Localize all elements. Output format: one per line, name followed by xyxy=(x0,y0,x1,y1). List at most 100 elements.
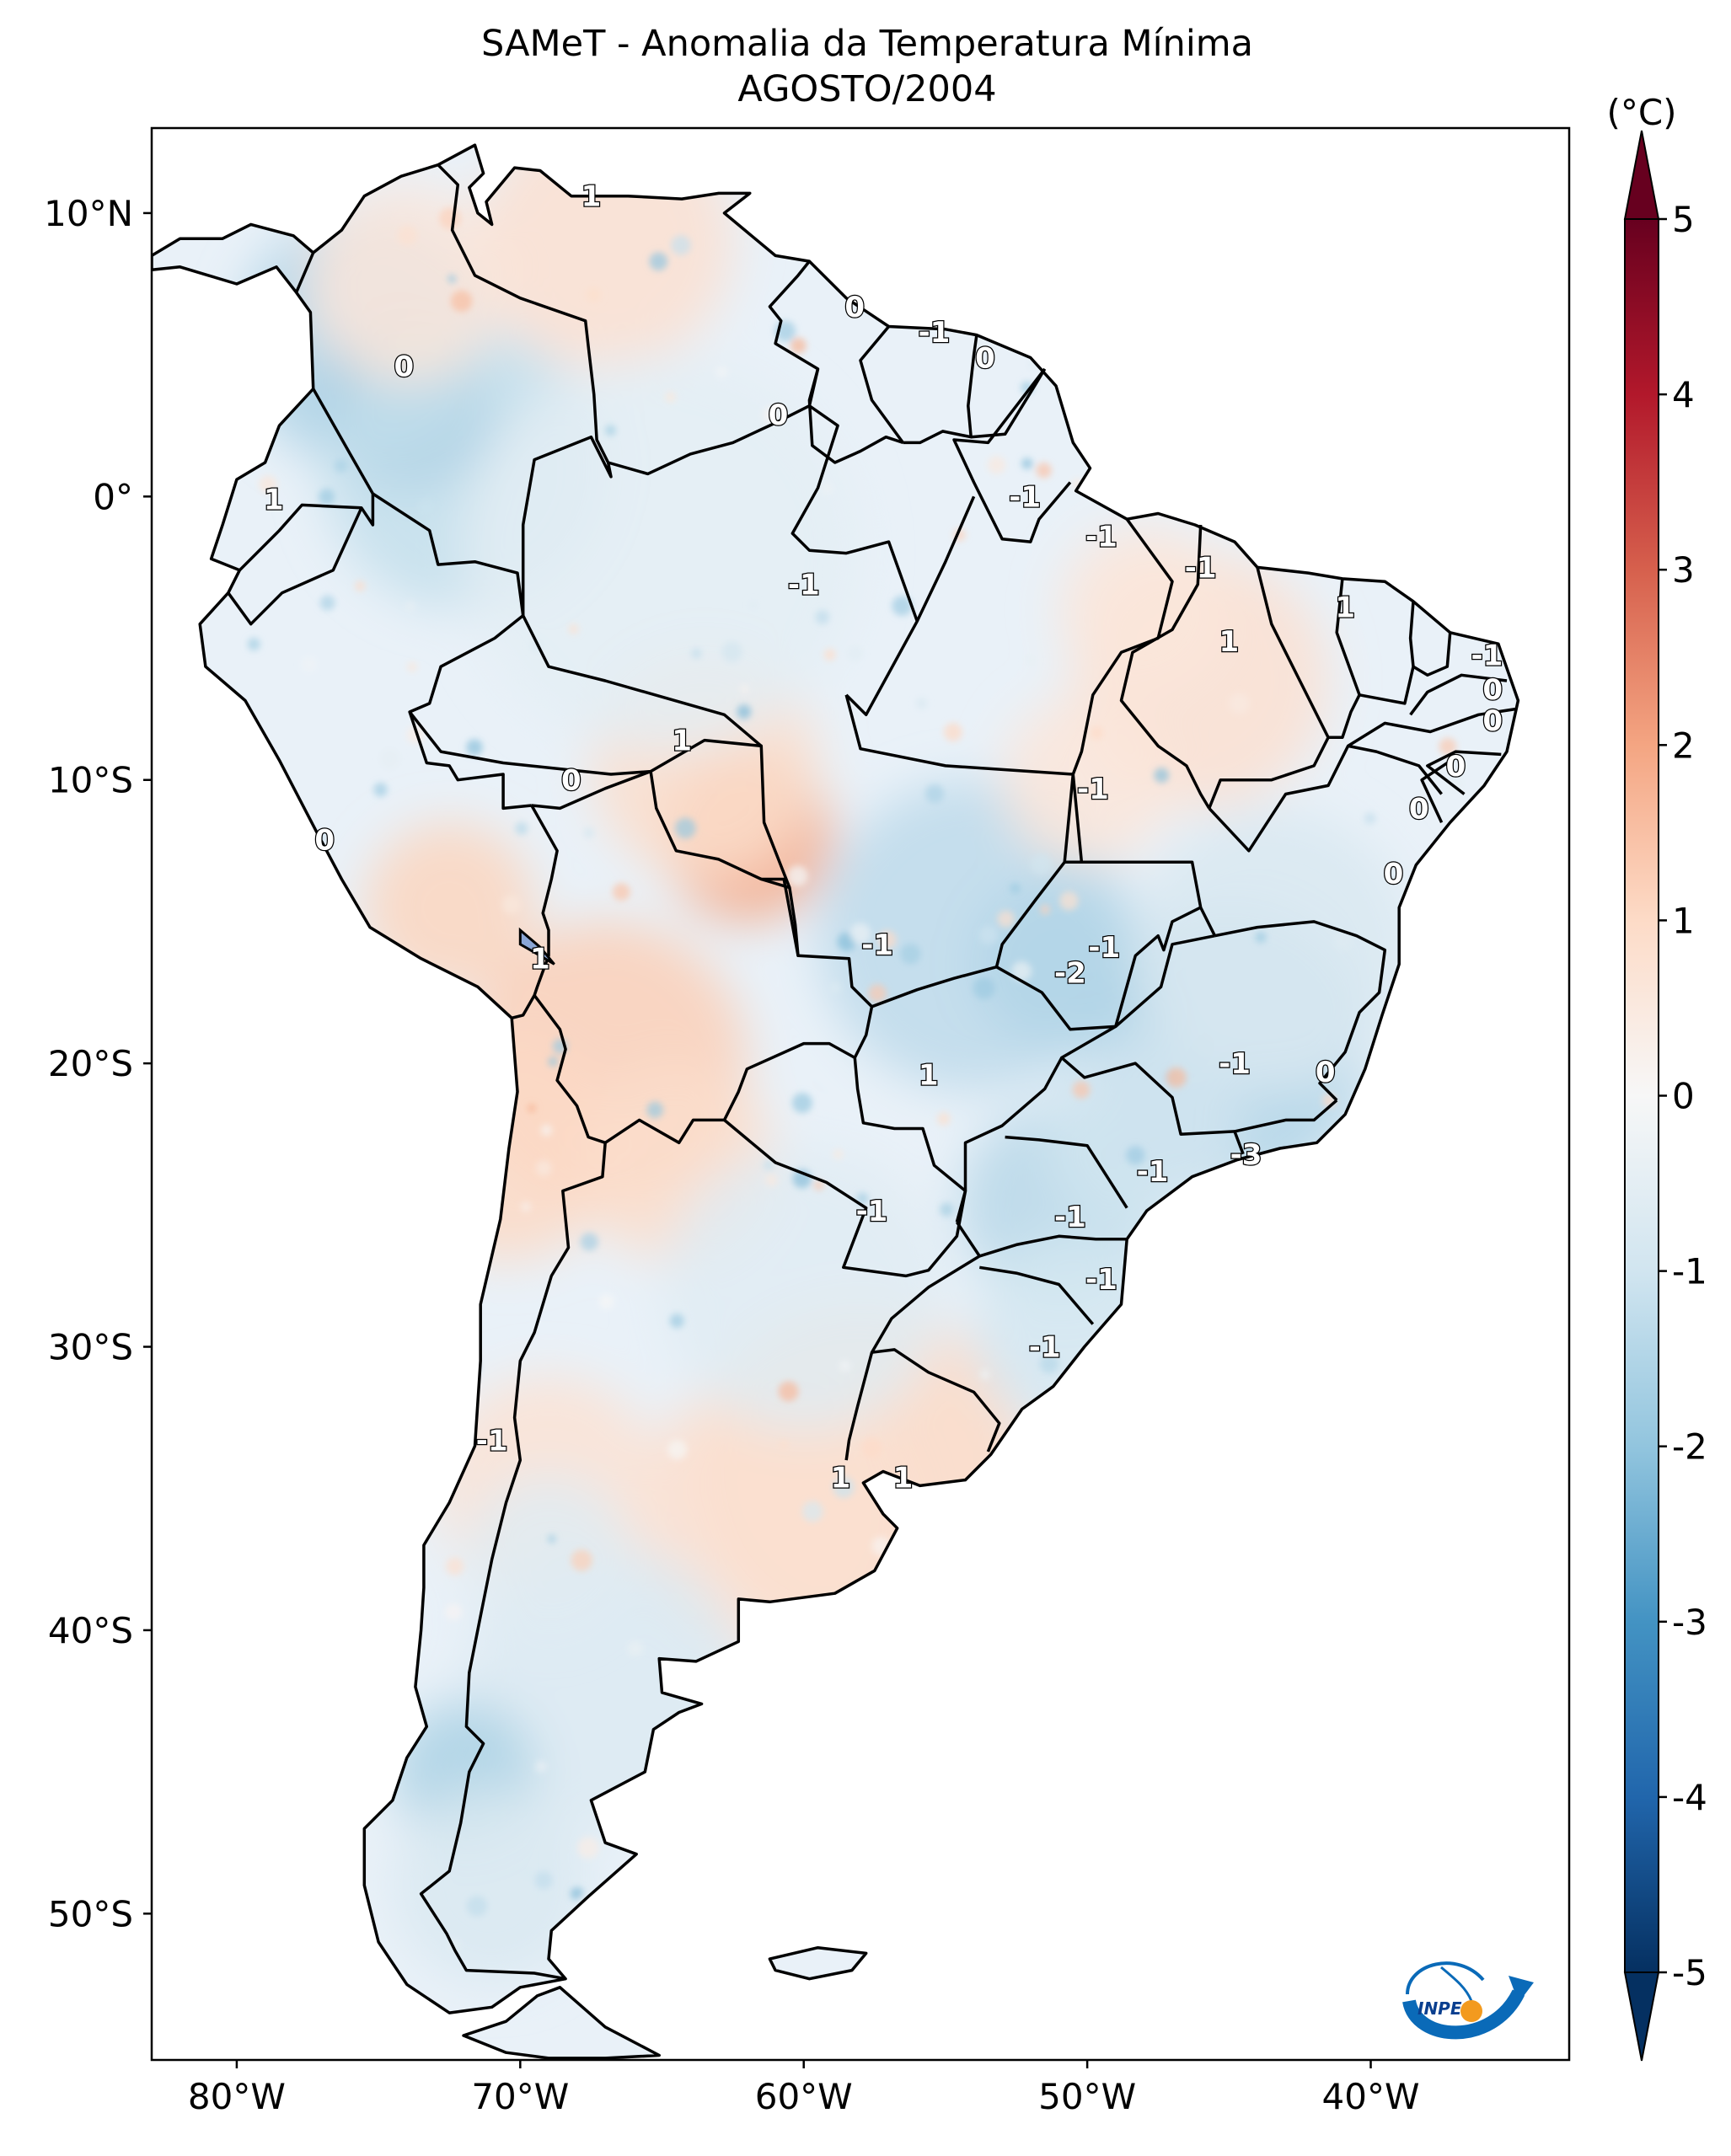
contour-label: 0 xyxy=(314,823,335,857)
contour-label: -1 xyxy=(1029,1331,1061,1365)
speckle xyxy=(677,1753,689,1767)
country-state-border xyxy=(1420,756,1457,823)
speckle xyxy=(373,782,388,797)
speckle xyxy=(259,475,277,494)
speckle xyxy=(1456,1276,1471,1291)
speckle xyxy=(1128,232,1143,246)
contour-label: 0 xyxy=(1316,1056,1336,1089)
contour-label: 0 xyxy=(1482,673,1503,707)
country-state-border xyxy=(511,805,559,1019)
country-state-border xyxy=(859,325,904,444)
speckle xyxy=(1442,210,1455,223)
colorbar-scale xyxy=(1624,218,1659,1973)
speckle xyxy=(937,249,951,263)
lon-tick-label: 50°W xyxy=(1038,2076,1136,2117)
colorbar-tick-label: -3 xyxy=(1672,1602,1707,1643)
speckle xyxy=(892,596,913,617)
speckle xyxy=(466,1896,488,1917)
country-state-border xyxy=(533,994,606,1144)
speckle xyxy=(937,1112,951,1126)
contour-label: -3 xyxy=(1230,1138,1262,1172)
contour-label: 1 xyxy=(1335,591,1355,625)
country-state-border xyxy=(1208,566,1330,810)
speckle xyxy=(1410,1716,1428,1734)
speckle xyxy=(1308,1522,1330,1543)
country-state-border xyxy=(437,163,610,463)
speckle xyxy=(447,274,457,284)
country-state-border xyxy=(312,388,525,616)
country-state-border xyxy=(1412,632,1452,677)
speckle xyxy=(379,748,400,770)
speckle xyxy=(568,623,579,634)
speckle xyxy=(367,1079,379,1092)
lat-tick-label: 40°S xyxy=(48,1610,133,1651)
speckle xyxy=(1069,1731,1090,1752)
anomaly-patch xyxy=(308,185,506,383)
contour-label: 1 xyxy=(672,725,692,758)
speckle xyxy=(1241,448,1250,457)
speckle xyxy=(1066,221,1078,233)
speckle xyxy=(577,1837,599,1859)
contour-label: -1 xyxy=(1471,639,1503,673)
country-state-border xyxy=(853,1057,967,1222)
contour-label: 0 xyxy=(769,399,789,432)
lat-tick-label: 30°S xyxy=(48,1327,133,1368)
speckle xyxy=(779,1439,789,1450)
colorbar-tick-label: -2 xyxy=(1672,1426,1707,1468)
anomaly-patch xyxy=(1002,694,1173,865)
speckle xyxy=(649,252,668,271)
colorbar-tick-label: -1 xyxy=(1672,1251,1707,1292)
country-state-border xyxy=(761,877,800,956)
colorbar-max-extension xyxy=(1623,130,1660,220)
anomaly-patch xyxy=(464,355,860,752)
speckle xyxy=(1312,1765,1332,1785)
speckle xyxy=(1475,848,1497,869)
lat-tick-label: 10°S xyxy=(48,760,133,801)
speckle xyxy=(1059,891,1079,911)
speckle xyxy=(708,1823,730,1845)
speckle xyxy=(670,235,691,255)
speckle xyxy=(806,1726,816,1736)
speckle xyxy=(547,1534,556,1543)
speckle xyxy=(1364,812,1376,825)
speckle xyxy=(1070,1743,1081,1754)
contour-label: -1 xyxy=(1088,931,1120,965)
speckle xyxy=(256,752,266,762)
anomaly-patch xyxy=(662,1148,946,1432)
speckle xyxy=(1072,1080,1091,1099)
speckle xyxy=(823,649,836,661)
speckle xyxy=(235,1926,248,1939)
speckle xyxy=(1361,290,1374,302)
contour-label: -1 xyxy=(1009,480,1041,514)
colorbar-unit-label: (°C) xyxy=(1606,92,1676,133)
contour-label: 1 xyxy=(919,1059,939,1093)
speckle xyxy=(916,1667,928,1678)
speckle xyxy=(405,602,415,612)
country-state-border xyxy=(1119,524,1211,810)
country-state-border xyxy=(978,1234,1128,1258)
contour-label: 0 xyxy=(561,764,581,798)
speckle xyxy=(1240,249,1253,263)
country-state-border xyxy=(994,861,1202,1031)
anomaly-field xyxy=(152,143,1520,2060)
speckle xyxy=(1222,1421,1241,1441)
speckle xyxy=(830,982,841,993)
contour-label: 1 xyxy=(264,484,284,517)
speckle xyxy=(669,1313,684,1329)
speckle xyxy=(1011,960,1032,982)
speckle xyxy=(943,723,962,742)
speckle xyxy=(445,1603,463,1620)
speckle xyxy=(261,811,276,825)
speckle xyxy=(978,925,999,945)
country-state-border xyxy=(871,966,997,1008)
speckle xyxy=(997,910,1015,928)
country-state-border xyxy=(408,710,791,889)
speckle xyxy=(1154,768,1170,784)
speckle xyxy=(1283,1511,1299,1527)
contour-label: -1 xyxy=(476,1425,508,1458)
lat-tick-label: 0° xyxy=(93,476,133,517)
anomaly-patch xyxy=(1129,808,1413,1092)
speckle xyxy=(604,425,616,436)
contour-label: 1 xyxy=(1219,625,1239,659)
colorbar-tick-label: 1 xyxy=(1672,900,1695,941)
